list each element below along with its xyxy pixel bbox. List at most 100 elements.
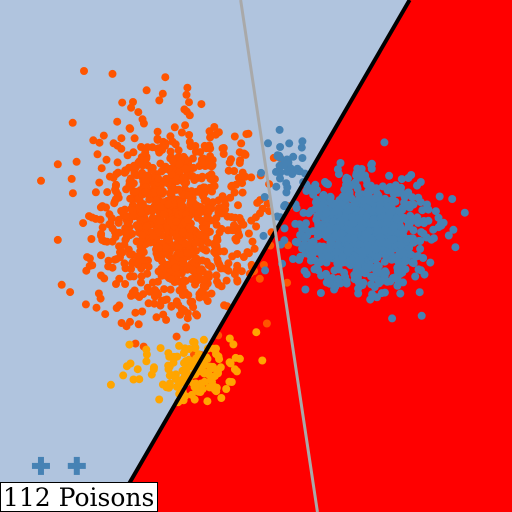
scatter-point	[139, 255, 148, 264]
scatter-point	[130, 134, 139, 143]
decision-boundary-black	[110, 0, 412, 512]
scatter-point	[181, 357, 190, 366]
scatter-point	[331, 282, 340, 291]
scatter-point	[361, 230, 370, 239]
scatter-point	[94, 289, 103, 298]
scatter-point	[426, 258, 435, 267]
scatter-point	[104, 256, 113, 265]
scatter-point	[214, 208, 223, 217]
scatter-point	[238, 179, 247, 188]
scatter-point	[350, 270, 359, 279]
scatter-point	[186, 197, 195, 206]
scatter-point	[349, 200, 358, 209]
scatter-point	[95, 178, 104, 187]
scatter-point	[283, 278, 292, 287]
scatter-point	[169, 157, 177, 166]
scatter-point	[451, 243, 460, 252]
scatter-point	[414, 218, 423, 227]
scatter-point	[195, 230, 204, 239]
scatter-point	[341, 272, 349, 281]
scatter-point	[390, 197, 399, 206]
scatter-point	[201, 293, 210, 302]
scatter-point	[230, 221, 238, 230]
scatter-point	[155, 96, 164, 105]
scatter-point	[129, 161, 138, 170]
scatter-point	[325, 244, 334, 253]
scatter-point	[222, 385, 231, 393]
scatter-point	[396, 222, 405, 231]
scatter-point	[209, 362, 217, 371]
scatter-point	[203, 213, 212, 222]
scatter-point	[380, 138, 389, 147]
scatter-point	[178, 366, 187, 375]
scatter-point	[414, 193, 423, 202]
scatter-point	[133, 365, 142, 374]
scatter-point	[109, 139, 118, 148]
scatter-point	[407, 171, 416, 179]
scatter-point	[261, 266, 270, 275]
scatter-point	[182, 323, 190, 332]
scatter-point	[189, 379, 198, 388]
scatter-point	[234, 201, 242, 210]
scatter-point	[175, 160, 184, 169]
scatter-point	[81, 300, 90, 309]
scatter-point	[136, 237, 144, 246]
scatter-point	[373, 253, 382, 262]
scatter-point	[183, 309, 192, 318]
scatter-point	[416, 244, 425, 253]
scatter-point	[131, 187, 140, 196]
scatter-point	[434, 213, 443, 222]
scatter-point	[196, 379, 205, 388]
scatter-point	[148, 278, 157, 287]
scatter-point	[431, 207, 440, 216]
scatter-point	[377, 277, 385, 286]
scatter-point	[179, 173, 188, 182]
scatter-point	[79, 219, 88, 228]
scatter-point	[131, 308, 140, 317]
scatter-point	[178, 291, 187, 299]
scatter-point	[252, 328, 261, 337]
scatter-point	[97, 231, 105, 240]
scatter-point	[181, 121, 190, 130]
scatter-point	[333, 241, 342, 250]
plus-markers-layer	[31, 456, 86, 475]
scatter-point	[95, 138, 104, 147]
scatter-point	[120, 240, 129, 249]
scatter-point	[187, 390, 196, 399]
scatter-point	[230, 270, 239, 279]
scatter-point	[247, 216, 256, 225]
scatter-point	[353, 184, 362, 193]
scatter-point	[280, 224, 289, 233]
scatter-point	[331, 231, 340, 240]
scatter-point	[336, 159, 345, 167]
scatter-point	[134, 108, 143, 117]
scatter-point	[380, 226, 389, 235]
scatter-point	[448, 195, 457, 203]
scatter-point	[367, 234, 375, 243]
scatter-point	[300, 224, 309, 233]
scatter-point	[262, 319, 271, 328]
scatter-point	[161, 243, 170, 252]
scatter-point	[200, 225, 209, 234]
scatter-point	[99, 131, 108, 140]
scatter-point	[183, 249, 192, 257]
scatter-point	[96, 203, 105, 212]
scatter-point	[386, 247, 395, 256]
scatter-point	[164, 383, 173, 392]
scatter-point	[176, 376, 185, 385]
scatter-point	[371, 265, 380, 274]
scatter-point	[88, 213, 97, 222]
scatter-point	[171, 263, 180, 272]
scatter-point	[337, 229, 346, 238]
scatter-point	[172, 297, 181, 306]
scatter-point	[460, 208, 469, 217]
scatter-point	[389, 235, 398, 244]
scatter-point	[435, 192, 444, 201]
scatter-point	[397, 241, 406, 250]
scatter-point	[214, 128, 223, 137]
scatter-point	[276, 174, 284, 183]
scatter-point	[289, 255, 297, 263]
scatter-point	[131, 339, 140, 348]
scatter-point	[153, 127, 162, 136]
scatter-point	[315, 246, 324, 255]
